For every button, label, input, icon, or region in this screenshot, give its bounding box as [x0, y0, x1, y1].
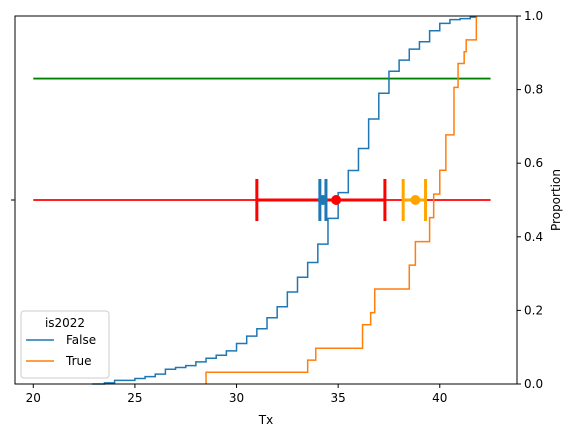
x-axis: 20 25 30 35 40 — [26, 384, 448, 405]
legend-label-false: False — [66, 333, 96, 347]
legend: is2022 False True — [21, 311, 109, 378]
x-tick-label: 20 — [26, 391, 41, 405]
interval-blue-center — [318, 195, 328, 205]
y-tick-label: 0.8 — [524, 83, 543, 97]
y-axis-label: Proportion — [549, 169, 563, 231]
x-tick-label: 25 — [127, 391, 142, 405]
x-axis-label: Tx — [258, 413, 273, 427]
y-tick-label: 0.0 — [524, 377, 543, 391]
interval-orange — [403, 179, 425, 221]
x-tick-label: 30 — [229, 391, 244, 405]
y-tick-label: 0.4 — [524, 230, 543, 244]
x-tick-label: 40 — [432, 391, 447, 405]
legend-title: is2022 — [45, 316, 85, 330]
y-tick-label: 1.0 — [524, 9, 543, 23]
x-tick-label: 35 — [331, 391, 346, 405]
interval-red-center — [331, 195, 341, 205]
legend-label-true: True — [65, 354, 92, 368]
interval-orange-center — [410, 195, 420, 205]
interval-blue — [318, 179, 328, 221]
y-tick-label: 0.6 — [524, 156, 543, 170]
y-tick-label: 0.2 — [524, 303, 543, 317]
